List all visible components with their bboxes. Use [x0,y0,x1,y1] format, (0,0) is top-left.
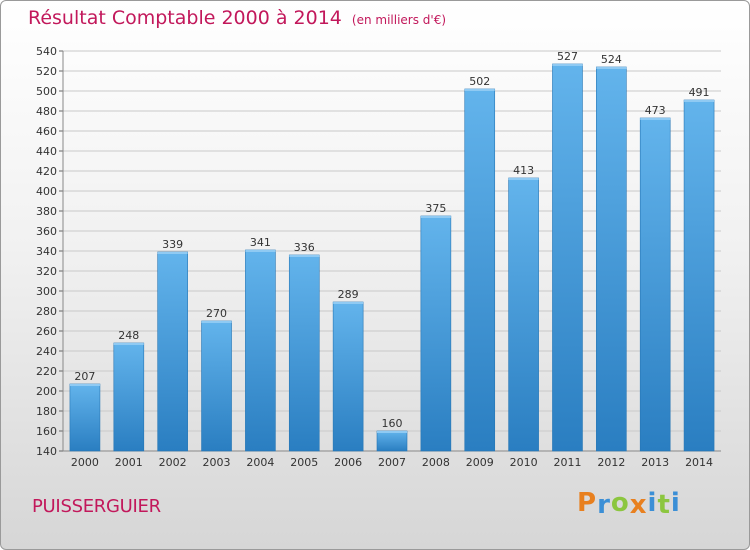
bar-highlight [157,252,188,254]
data-label-2001: 248 [118,329,139,342]
x-tick-label-2004: 2004 [246,456,274,469]
bar-highlight [201,321,232,323]
data-label-2005: 336 [294,241,315,254]
x-tick-label-2012: 2012 [597,456,625,469]
bar-2002 [157,251,188,452]
data-label-2000: 207 [74,370,95,383]
bar-highlight [245,250,276,252]
y-tick-label: 520 [36,65,57,78]
bar-2013 [639,117,671,452]
bar-highlight [289,255,320,257]
logo-letter: P [577,488,598,518]
data-label-2004: 341 [250,236,271,249]
logo-letter: x [629,490,648,520]
bar-2012 [596,66,627,452]
y-tick-label: 320 [36,265,57,278]
bars [69,63,715,452]
bar-2010 [508,177,539,452]
chart-title-text: Résultat Comptable 2000 à 2014 [28,7,342,29]
y-tick-label: 360 [36,225,57,238]
y-tick-label: 400 [36,185,57,198]
data-label-2003: 270 [206,307,227,320]
x-tick-label-2011: 2011 [553,456,581,469]
data-label-2011: 527 [557,50,578,63]
y-tick-label: 500 [36,85,57,98]
x-tick-label-2013: 2013 [641,456,669,469]
logo-letter: i [670,488,681,518]
bar-2001 [113,342,145,452]
y-tick-label: 420 [36,165,57,178]
data-label-2013: 473 [645,104,666,117]
chart-subtitle: (en milliers d'€) [351,13,447,27]
bar-highlight [508,178,539,180]
proxiti-logo: Proxiti [577,488,681,520]
x-tick-label-2010: 2010 [510,456,538,469]
y-tick-label: 260 [36,325,57,338]
y-tick-label: 200 [36,385,57,398]
y-tick-label: 280 [36,305,57,318]
x-tick-label-2005: 2005 [290,456,318,469]
data-label-2012: 524 [601,53,622,66]
commune-name: PUISSERGUIER [32,496,161,517]
y-tick-label: 440 [36,145,57,158]
x-tick-label-2003: 2003 [203,456,231,469]
logo-letter: o [610,488,630,518]
bar-2006 [332,301,364,452]
chart-title: Résultat Comptable 2000 à 2014 (en millie… [28,7,446,29]
y-tick-labels: 140 160 180 200 220 240 260 280 300 320 340 360 380 4… [36,45,57,458]
x-tick-label-2001: 2001 [115,456,143,469]
bar-2011 [552,63,583,452]
y-tick-label: 300 [36,285,57,298]
x-tick-label-2007: 2007 [378,456,406,469]
data-label-2009: 502 [469,75,490,88]
logo-letter: t [657,490,671,520]
x-tick-labels: 2000 2001 2002 2003 2004 2005 2006 2007 2008 2009… [71,456,713,469]
data-label-2007: 160 [382,417,403,430]
bar-2009 [464,88,496,452]
data-label-2014: 491 [689,86,710,99]
y-tick-label: 460 [36,125,57,138]
x-tick-label-2008: 2008 [422,456,450,469]
x-tick-label-2009: 2009 [466,456,494,469]
y-tick-label: 140 [36,445,57,458]
x-tick-label-2006: 2006 [334,456,362,469]
bar-highlight [420,216,451,218]
data-label-2006: 289 [338,288,359,301]
y-tick-label: 180 [36,405,57,418]
y-tick-label: 480 [36,105,57,118]
y-tick-label: 220 [36,365,57,378]
bar-highlight [464,89,495,91]
bar-highlight [552,64,583,66]
data-label-2008: 375 [425,202,446,215]
y-tick-label: 340 [36,245,57,258]
y-tick-label: 380 [36,205,57,218]
bar-2008 [420,215,452,452]
bar-2000 [69,383,101,452]
bar-highlight [113,343,144,345]
data-label-2002: 339 [162,238,183,251]
logo-letter: i [647,488,658,518]
bar-highlight [333,302,364,304]
bar-2004 [245,249,276,452]
bar-highlight [684,100,715,102]
bar-highlight [596,67,627,69]
data-label-2010: 413 [513,164,534,177]
y-tick-label: 240 [36,345,57,358]
data-labels: 207 248 339 270 341 336 289 160 375 502 413 527 524 4… [74,50,709,430]
x-tick-label-2014: 2014 [685,456,713,469]
y-tick-label: 160 [36,425,57,438]
y-tick-label: 540 [36,45,57,58]
bar-highlight [69,384,100,386]
bar-highlight [377,431,407,433]
logo-letter: r [597,490,611,520]
x-tick-label-2002: 2002 [159,456,187,469]
bar-2005 [288,254,320,452]
bar-highlight [640,118,671,120]
x-tick-label-2000: 2000 [71,456,99,469]
bar-2003 [201,320,232,452]
bar-2014 [683,99,715,452]
bar-2007 [376,430,408,452]
